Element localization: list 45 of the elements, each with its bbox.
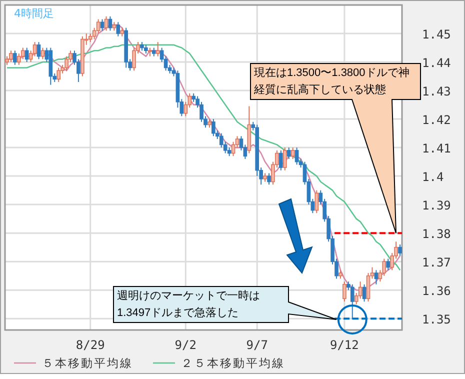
y-tick-label: 1.42 [422, 113, 451, 128]
candlestick [40, 47, 45, 60]
chart-title: 4時間足 [14, 7, 54, 20]
y-tick-label: 1.4 [422, 170, 444, 184]
candlestick [13, 50, 17, 66]
y-tick-label: 1.39 [422, 198, 451, 213]
annotation: 現在は1.3500〜1.3800ドルで神経質に乱高下している状態 [253, 66, 410, 98]
candlestick [350, 284, 354, 320]
candlestick [279, 150, 283, 171]
candlestick [374, 270, 378, 285]
candlestick [100, 18, 104, 32]
candlestick [116, 22, 120, 37]
candlestick [104, 16, 108, 32]
x-tick-label: 8/29 [76, 338, 105, 352]
candlestick [36, 42, 41, 60]
candlestick [286, 147, 291, 160]
y-tick-label: 1.44 [422, 56, 451, 70]
candlestick [108, 16, 112, 32]
candlestick [9, 50, 13, 63]
legend-label: ５本移動平均線 [42, 356, 133, 370]
y-tick-label: 1.41 [422, 142, 451, 156]
annotation: 週明けのマーケットで一時は1.3497ドルまで急落した [116, 289, 261, 321]
candlestick [56, 67, 61, 82]
y-tick-label: 1.36 [422, 284, 451, 298]
x-tick-label: 9/12 [330, 338, 359, 352]
candlestick [156, 42, 160, 57]
x-tick-label: 9/7 [246, 338, 268, 352]
candlestick [267, 172, 271, 186]
x-tick-label: 9/2 [174, 338, 196, 352]
candlestick [342, 281, 346, 302]
candlestick [282, 147, 287, 171]
legend-label: ２５本移動平均線 [181, 356, 285, 370]
y-tick-label: 1.37 [422, 256, 451, 270]
y-tick-label: 1.35 [422, 312, 451, 327]
y-tick-label: 1.43 [422, 84, 451, 99]
candlestick [362, 284, 366, 302]
candlestick [386, 258, 390, 271]
y-tick-label: 1.38 [422, 227, 451, 242]
candlestick [314, 190, 319, 214]
candlestick [24, 47, 29, 63]
candlestick [294, 147, 299, 166]
y-tick-label: 1.45 [422, 28, 451, 42]
candlestick [290, 147, 295, 160]
candlestick [398, 244, 402, 256]
candlestick [212, 118, 216, 137]
